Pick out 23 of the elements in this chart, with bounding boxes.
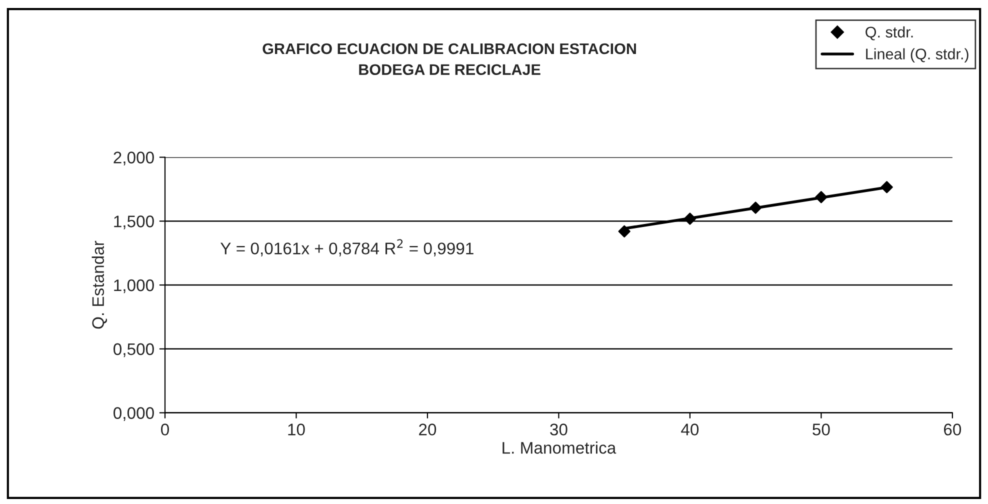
point bbox=[618, 225, 630, 238]
x-axis-title: L. Manometrica bbox=[502, 442, 616, 454]
point bbox=[750, 202, 762, 214]
x-tick-label: 30 bbox=[550, 424, 568, 436]
x-tick-label: 20 bbox=[419, 424, 436, 436]
x-tick-label: 10 bbox=[288, 424, 305, 436]
legend-label: Q. stdr. bbox=[866, 26, 913, 40]
point bbox=[880, 181, 893, 194]
chart-title: GRAFICO ECUACION DE CALIBRACION ESTACION BODEGA DE RECICLAJE bbox=[262, 43, 636, 76]
y-tick-label: 2,000 bbox=[114, 152, 154, 166]
y-tick-label: 0,000 bbox=[114, 407, 154, 421]
point bbox=[815, 191, 828, 204]
x-tick-label: 50 bbox=[812, 424, 830, 436]
y-tick-label: 1,500 bbox=[114, 216, 154, 230]
x-tick-label: 60 bbox=[944, 424, 962, 436]
x-tick-label: 40 bbox=[681, 424, 699, 436]
y-tick-label: 0,500 bbox=[114, 343, 154, 358]
annotation: Y = 0,0161x + 0,8784 R$^{2}$ = 0,9991 bbox=[220, 239, 474, 256]
legend-label: Lineal (Q. stdr.) bbox=[866, 48, 968, 62]
point bbox=[684, 212, 696, 225]
x-tick-label: 0 bbox=[161, 424, 169, 436]
y-tick-label: 1,000 bbox=[114, 279, 154, 294]
y-axis-title: Q. Estandar bbox=[92, 240, 108, 329]
